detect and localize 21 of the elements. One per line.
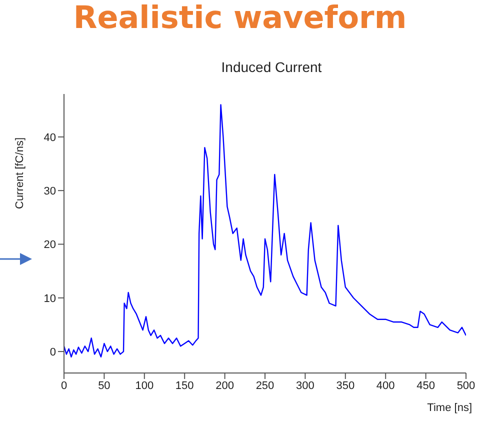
x-tick-label: 400: [376, 380, 395, 392]
y-tick-label: 10: [44, 292, 56, 305]
x-axis-title: Time [ns]: [427, 402, 472, 414]
y-tick-label: 0: [50, 346, 56, 358]
x-tick-label: 500: [456, 380, 476, 392]
y-tick-label: 30: [44, 185, 56, 198]
chart-title: Realistic waveform: [72, 0, 408, 36]
x-tick-label: 50: [98, 380, 110, 392]
x-tick-label: 250: [256, 380, 274, 392]
y-axis-title: Current [fC/ns]: [14, 137, 26, 209]
y-tick-label: 20: [44, 239, 56, 252]
x-tick-label: 150: [175, 380, 194, 392]
y-tick-label: 40: [44, 132, 56, 144]
x-tick-label: 200: [216, 380, 234, 392]
line-series: [64, 104, 466, 358]
x-tick-label: 350: [336, 380, 355, 392]
x-tick-label: 100: [135, 380, 154, 392]
x-tick-label: 450: [416, 380, 435, 392]
chart-subtitle: Induced Current: [220, 59, 323, 75]
x-tick-label: 300: [296, 380, 314, 392]
x-tick-label: 0: [60, 380, 68, 392]
